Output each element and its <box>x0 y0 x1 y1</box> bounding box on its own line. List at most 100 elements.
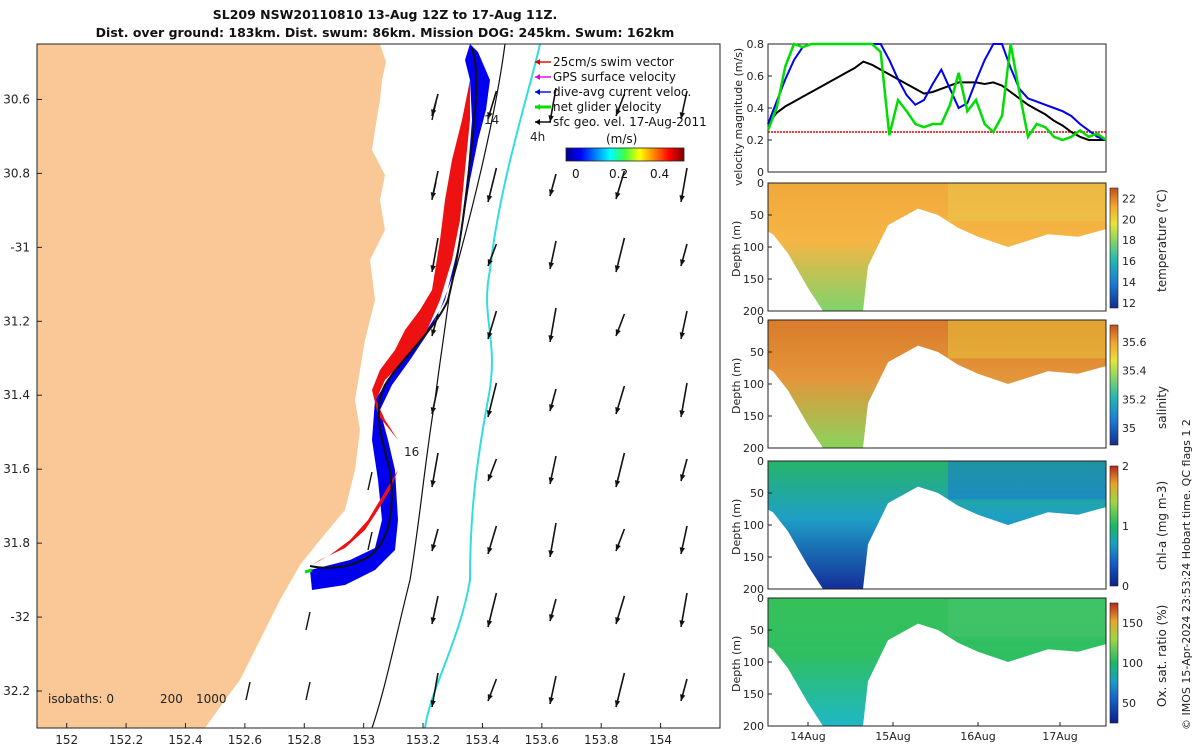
velocity-vector-head <box>549 404 555 411</box>
section-ylabel: Depth (m) <box>730 221 743 277</box>
section-colorbar-tick: 0 <box>1122 580 1129 593</box>
section-panel: 0 50 100 150 200 Depth (m) 35 35.2 35.4 35.6 salin… <box>730 314 1169 455</box>
section-ylabel: Depth (m) <box>730 636 743 692</box>
map-x-tick-label: 152 <box>55 733 78 747</box>
section-surface-band <box>948 461 1106 500</box>
map-y-tick-label: 31.6 <box>3 462 30 476</box>
section-colorbar-tick: 50 <box>1122 697 1136 710</box>
velocity-vector-head <box>615 109 621 116</box>
map-y-tick-label: 30.6 <box>3 92 30 106</box>
velocity-series-line <box>766 42 1107 142</box>
section-colorbar-label: temperature (°C) <box>1155 189 1169 292</box>
velocity-y-tick-label: 0.2 <box>747 134 765 147</box>
map-x-tick-label: 153.4 <box>465 733 499 747</box>
section-panel: 0 50 100 150 200 Depth (m) 12 14 16 18 20 22 tempera… <box>730 177 1169 318</box>
velocity-series <box>766 42 1107 142</box>
section-surface-band <box>948 598 1106 637</box>
chart-title: SL209 NSW20110810 13-Aug 12Z to 17-Aug 1… <box>40 6 730 42</box>
velocity-y-tick-label: 0.6 <box>747 70 765 83</box>
map-y-axis: 30.6 30.8 -31 31.2 31.4 31.6 31.8 -32 32.2 <box>3 92 42 698</box>
velocity-ylabel: velocity magnitude (m/s) <box>732 48 745 186</box>
land-area <box>37 44 386 728</box>
map-y-tick-label: 31.2 <box>3 314 30 328</box>
map-x-tick-label: 154 <box>649 733 672 747</box>
velocity-vector-head <box>615 617 621 624</box>
legend-entry: dive-avg current veloc. <box>553 85 691 99</box>
section-ylabel: Depth (m) <box>730 499 743 555</box>
velocity-y-tick-label: 0.4 <box>747 102 765 115</box>
velocity-vector-head <box>680 474 686 481</box>
section-x-tick-label: 15Aug <box>875 730 910 743</box>
velocity-colorbar: (m/s) 0 0.2 0.4 <box>565 132 685 181</box>
colorbar-tick-0.4: 0.4 <box>650 167 669 181</box>
section-y-tick-label: 150 <box>743 410 764 423</box>
velocity-vector-head <box>487 332 493 339</box>
velocity-plot-frame <box>767 43 1107 173</box>
section-y-tick-label: 150 <box>743 273 764 286</box>
section-colorbar-tick: 14 <box>1122 276 1136 289</box>
map-x-tick-label: 153.8 <box>584 733 618 747</box>
velocity-vector-head <box>614 700 621 707</box>
velocity-vector-head <box>430 617 437 624</box>
velocity-vector-head <box>486 195 493 202</box>
section-x-tick-label: 16Aug <box>960 730 995 743</box>
legend-entry: net glider velocity <box>553 100 661 114</box>
section-colorbar-label: salinity <box>1155 386 1169 429</box>
velocity-vector-head <box>680 694 686 701</box>
section-y-tick-label: 0 <box>757 592 764 605</box>
velocity-vector <box>305 681 311 701</box>
section-y-tick-label: 0 <box>757 314 764 327</box>
map-y-tick-label: -31 <box>10 240 30 254</box>
section-colorbar-label: Ox. sat. ratio (%) <box>1155 605 1169 707</box>
section-colorbar-tick: 35.4 <box>1122 365 1147 378</box>
velocity-vector-head <box>679 410 685 417</box>
section-y-tick-label: 200 <box>743 442 764 455</box>
velocity-vector-head <box>548 477 555 484</box>
velocity-y-axis: 0 0.2 0.4 0.6 0.8 <box>747 38 772 179</box>
section-colorbar-tick: 12 <box>1122 297 1136 310</box>
section-y-tick-label: 150 <box>743 551 764 564</box>
velocity-series-line <box>767 60 1106 141</box>
velocity-vector-head <box>614 265 621 272</box>
velocity-vector-head <box>679 547 686 554</box>
section-y-tick-label: 50 <box>750 624 764 637</box>
section-y-tick-label: 100 <box>743 519 764 532</box>
dive-avg-current-swath <box>310 44 490 590</box>
map-x-tick-label: 153.6 <box>525 733 559 747</box>
isobath-200 <box>424 43 541 729</box>
isobath-label-1000: 1000 <box>196 692 227 706</box>
section-panel: 0 50 100 150 200 Depth (m) 0 1 2 chl-a (mg m-3) <box>730 455 1169 596</box>
velocity-vector-head <box>486 620 493 627</box>
section-colorbar-tick: 150 <box>1122 617 1143 630</box>
map-y-tick-label: 31.8 <box>3 536 30 550</box>
section-colorbar-tick: 22 <box>1122 192 1136 205</box>
map-x-tick-label: 153.2 <box>406 733 440 747</box>
section-ylabel: Depth (m) <box>730 358 743 414</box>
velocity-vector-head <box>487 547 493 554</box>
map-y-tick-label: -32 <box>10 610 30 624</box>
velocity-vector-head <box>679 620 685 627</box>
velocity-vector-head <box>430 480 436 487</box>
section-y-tick-label: 200 <box>743 720 764 733</box>
section-colorbar-label: chl-a (mg m-3) <box>1155 481 1169 570</box>
isobath-label-200: 200 <box>160 692 183 706</box>
velocity-vector-head <box>430 407 437 414</box>
section-colorbar-tick: 18 <box>1122 234 1136 247</box>
map-x-axis: 152 152.2 152.4 152.6 152.8 153 153.2 153.4 153.… <box>55 723 672 747</box>
velocity-vector-head <box>549 614 555 621</box>
velocity-vector <box>305 611 311 631</box>
annotation-4h: 4h <box>530 130 545 144</box>
title-line-2: Dist. over ground: 183km. Dist. swum: 86… <box>95 25 675 40</box>
velocity-vector-head <box>487 112 493 119</box>
velocity-vector-head <box>431 329 437 336</box>
section-panel: 0 50 100 150 200 Depth (m) 50 100 150 Ox. sat. ra… <box>730 592 1169 743</box>
velocity-vector-head <box>549 189 555 196</box>
section-y-tick-label: 100 <box>743 656 764 669</box>
section-y-tick-label: 100 <box>743 241 764 254</box>
velocity-vector-head <box>615 407 621 414</box>
section-y-tick-label: 0 <box>757 455 764 468</box>
section-y-tick-label: 50 <box>750 487 764 500</box>
velocity-vector-head <box>486 410 493 417</box>
section-colorbar <box>1109 187 1119 309</box>
